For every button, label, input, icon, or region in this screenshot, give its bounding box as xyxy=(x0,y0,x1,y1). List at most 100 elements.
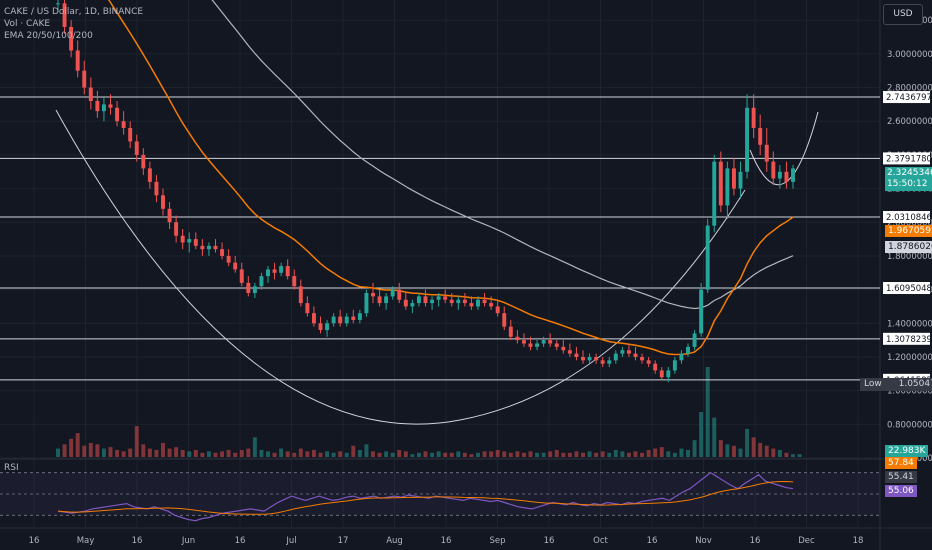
volume-bar xyxy=(115,449,120,457)
volume-bar xyxy=(272,452,277,457)
volume-bar xyxy=(371,451,375,457)
volume-bar xyxy=(725,444,730,457)
candle-body xyxy=(246,282,251,293)
candle-body xyxy=(686,346,690,354)
level-tag-bg xyxy=(883,332,930,345)
volume-bar xyxy=(331,452,336,457)
ema-orange-tag: 1.96705952 xyxy=(885,225,932,237)
candle-body xyxy=(62,3,67,27)
candle-body xyxy=(206,245,211,250)
candle-body xyxy=(515,336,520,341)
rsi-ma-line xyxy=(57,480,794,515)
currency-button[interactable]: USD xyxy=(883,4,923,25)
candle-body xyxy=(351,316,356,320)
candle-body xyxy=(712,161,717,226)
volume-bar xyxy=(62,444,67,457)
candle-body xyxy=(141,154,146,169)
candle-body xyxy=(384,296,389,304)
price-tick-label: 1.20000000 xyxy=(887,353,932,363)
ema-gray-line xyxy=(211,0,794,310)
candle-body xyxy=(449,299,454,304)
price-tick-label: 0.80000000 xyxy=(887,420,932,430)
volume-bar xyxy=(686,449,690,457)
candle-body xyxy=(508,326,513,337)
candle-body xyxy=(213,245,218,250)
candle-body xyxy=(56,3,60,5)
rsi-line xyxy=(57,471,794,522)
level-tag-bg xyxy=(883,152,930,165)
volume-bar xyxy=(600,451,605,457)
time-tick-label: Nov xyxy=(695,536,712,546)
candle-body xyxy=(226,255,231,263)
symbol-title[interactable]: CAKE / US Dollar, 1D, BINANCE xyxy=(4,7,144,17)
level-tag-bg xyxy=(883,282,930,295)
candle-body xyxy=(331,316,336,324)
candle-body xyxy=(233,262,238,270)
volume-bar xyxy=(344,452,349,457)
candle-body xyxy=(620,350,625,354)
candle-body xyxy=(456,299,461,304)
candle-body xyxy=(397,289,402,300)
volume-value-tag: 22.983K xyxy=(885,445,929,457)
volume-bar xyxy=(495,449,500,457)
candle-body xyxy=(128,127,133,142)
volume-bar xyxy=(482,451,487,457)
volume-bar xyxy=(220,451,225,457)
candle-body xyxy=(95,101,100,112)
time-tick-label: 18 xyxy=(853,536,864,546)
volume-bar xyxy=(620,451,625,457)
rsi-value-a: 57.84 xyxy=(885,457,917,469)
candle-body xyxy=(430,299,435,304)
rsi-label: RSI xyxy=(4,463,19,473)
candle-body xyxy=(357,313,362,320)
volume-bar xyxy=(758,442,763,457)
volume-bar xyxy=(56,448,60,457)
candle-body xyxy=(587,356,592,361)
volume-bar xyxy=(325,451,330,457)
candle-body xyxy=(731,168,736,189)
candles xyxy=(56,0,795,383)
candle-body xyxy=(489,303,494,307)
volume-bar xyxy=(298,448,303,457)
candle-countdown: 15:50:12 xyxy=(887,179,928,189)
volume-bar xyxy=(436,451,441,457)
candle-body xyxy=(134,141,139,155)
candle-body xyxy=(561,346,566,351)
volume-bar xyxy=(791,454,795,457)
candle-body xyxy=(377,296,382,304)
volume-bar xyxy=(377,452,382,457)
candle-body xyxy=(371,292,375,297)
volume-bar xyxy=(390,452,395,457)
candle-body xyxy=(771,161,776,179)
volume-bar xyxy=(554,449,559,457)
volume-bar xyxy=(718,440,723,457)
volume-bar xyxy=(613,449,618,457)
candle-body xyxy=(784,171,789,182)
volume-bar xyxy=(338,451,343,457)
volume-bar xyxy=(541,452,546,457)
candle-body xyxy=(548,340,553,344)
volume-bar xyxy=(233,452,238,457)
volume-bar xyxy=(161,442,165,457)
low-label-tag: Low 1.05047009 xyxy=(860,378,932,391)
volume-bar xyxy=(476,452,480,457)
volume-bar xyxy=(521,452,526,457)
volume-bar xyxy=(364,444,369,457)
volume-bar xyxy=(626,452,631,457)
volume-bar xyxy=(121,451,126,457)
volume-bar xyxy=(154,449,159,457)
volume-bar xyxy=(292,452,297,457)
volume-bar xyxy=(423,451,428,457)
candle-body xyxy=(325,323,330,331)
volume-bar xyxy=(213,452,218,457)
volume-bar xyxy=(147,448,152,457)
candle-body xyxy=(272,269,277,273)
volume-bar xyxy=(679,448,684,457)
time-tick-label: 16 xyxy=(441,536,452,546)
candle-body xyxy=(718,161,723,206)
volume-bar xyxy=(607,452,612,457)
candle-body xyxy=(581,356,585,361)
volume-bar xyxy=(88,442,93,457)
